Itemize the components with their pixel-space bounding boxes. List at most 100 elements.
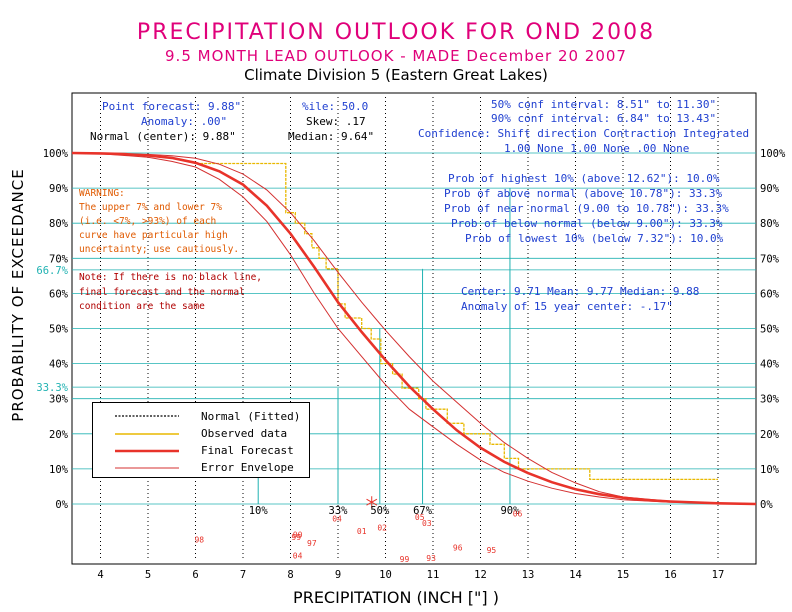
legend-label-forecast: Final Forecast bbox=[201, 444, 294, 457]
warning-line: uncertainty; use cautiously. bbox=[79, 244, 240, 255]
y-tercile-label: 66.7% bbox=[36, 265, 68, 277]
y-tick-label-left: 10% bbox=[49, 464, 69, 476]
x-tick-label: 8 bbox=[287, 569, 293, 581]
y-tick-label-right: 0% bbox=[760, 499, 773, 511]
conf90-text: 90% conf interval: 6.84" to 13.43" bbox=[491, 112, 717, 125]
confidence-values: 1.00 None 1.00 None .00 None bbox=[504, 142, 690, 155]
y-tick-label-left: 60% bbox=[49, 288, 69, 300]
y-tick-label-right: 70% bbox=[760, 253, 780, 265]
percentile-label: 33% bbox=[329, 505, 349, 517]
y-tick-label-left: 50% bbox=[49, 324, 69, 336]
percentile-label: 10% bbox=[249, 505, 269, 517]
median-text: Median: 9.64" bbox=[288, 130, 375, 143]
x-tick-label: 17 bbox=[712, 569, 725, 581]
x-tick-label: 5 bbox=[145, 569, 151, 581]
center-stats-line1: Center: 9.71 Mean: 9.77 Median: 9.88 bbox=[461, 285, 700, 298]
final-forecast-line bbox=[71, 151, 757, 506]
year-label: 97 bbox=[307, 539, 317, 548]
y-tick-label-left: 30% bbox=[49, 394, 69, 406]
x-tick-label: 16 bbox=[664, 569, 677, 581]
x-axis-label: PRECIPITATION (INCH ["] ) bbox=[293, 588, 499, 607]
warning-line: (i.e. <7%, >93%) of each bbox=[79, 216, 217, 227]
year-label: 02 bbox=[377, 523, 387, 532]
x-tick-label: 11 bbox=[427, 569, 440, 581]
x-tick-label: 4 bbox=[97, 569, 103, 581]
prob-below-normal: Prob of below normal (below 9.00"): 33.3… bbox=[451, 217, 723, 230]
normal-center-text: Normal (center): 9.88" bbox=[90, 130, 236, 143]
y-tick-label-left: 40% bbox=[49, 359, 69, 371]
year-label: 98 bbox=[194, 536, 204, 545]
error-envelope-upper bbox=[71, 152, 757, 505]
forecast-point-marker bbox=[366, 496, 378, 509]
y-tick-label-right: 40% bbox=[760, 359, 780, 371]
percentile-label: 50% bbox=[370, 505, 390, 517]
x-tick-label: 14 bbox=[569, 569, 582, 581]
point-forecast-text: Point forecast: 9.88" bbox=[102, 100, 242, 113]
y-tick-label-right: 10% bbox=[760, 464, 780, 476]
forecast-point-stroke bbox=[366, 498, 378, 506]
x-tick-label: 15 bbox=[617, 569, 630, 581]
year-label: 00 bbox=[293, 530, 303, 539]
y-tick-label-right: 100% bbox=[760, 148, 786, 160]
year-label: 01 bbox=[357, 527, 367, 536]
chart-subtitle: 9.5 MONTH LEAD OUTLOOK - MADE December 2… bbox=[165, 47, 627, 65]
note-line: final forecast and the normal bbox=[79, 287, 245, 298]
tick-labels: 66.7% 33.3% 4 5 6 7 8 9 10 11 12 13 14 15 16 17 0% 10% 20%… bbox=[36, 148, 786, 581]
confidence-header: Confidence: Shift direction Contraction … bbox=[418, 127, 750, 140]
year-label: 06 bbox=[513, 510, 523, 519]
grid bbox=[72, 97, 756, 560]
year-label: 99 bbox=[400, 555, 410, 564]
error-envelope-lower bbox=[71, 152, 757, 505]
x-tick-label: 6 bbox=[192, 569, 198, 581]
year-label: 04 bbox=[293, 551, 303, 560]
y-tick-label-right: 60% bbox=[760, 288, 780, 300]
skew-text: Skew: .17 bbox=[306, 115, 366, 128]
legend-label-observed: Observed data bbox=[201, 427, 288, 440]
percentile-text: %ile: 50.0 bbox=[302, 100, 369, 113]
warning-line: WARNING: bbox=[79, 188, 125, 199]
division-title: Climate Division 5 (Eastern Great Lakes) bbox=[244, 66, 548, 84]
warning-line: curve have particular high bbox=[79, 230, 228, 241]
anomaly-text: Anomaly: .00" bbox=[141, 115, 228, 128]
y-tick-label-left: 0% bbox=[55, 499, 68, 511]
year-label: 03 bbox=[422, 519, 432, 528]
prob-near-normal: Prob of near normal (9.00 to 10.78"): 33… bbox=[444, 202, 729, 215]
prob-highest-10: Prob of highest 10% (above 12.62"): 10.0… bbox=[448, 172, 720, 185]
y-tick-label-left: 80% bbox=[49, 218, 69, 230]
note-line: Note: If there is no black line, bbox=[79, 272, 263, 283]
percentile-label: 90% bbox=[500, 505, 520, 517]
y-tick-label-right: 20% bbox=[760, 429, 780, 441]
legend-label-normal: Normal (Fitted) bbox=[201, 410, 301, 423]
year-label: 05 bbox=[415, 513, 425, 522]
x-tick-label: 13 bbox=[522, 569, 535, 581]
y-tick-label-left: 70% bbox=[49, 253, 69, 265]
legend: Normal (Fitted) Observed data Final Fore… bbox=[92, 402, 310, 478]
y-tick-label-right: 90% bbox=[760, 183, 780, 195]
percentile-label: 67% bbox=[413, 505, 433, 517]
year-label: 96 bbox=[453, 543, 463, 552]
prob-above-normal: Prob of above normal (above 10.78"): 33.… bbox=[444, 187, 723, 200]
series-lines bbox=[71, 151, 757, 509]
legend-swatches bbox=[115, 415, 179, 469]
legend-label-envelope: Error Envelope bbox=[201, 461, 294, 474]
y-tick-label-left: 100% bbox=[43, 148, 69, 160]
warning-line: The upper 7% and lower 7% bbox=[79, 202, 222, 213]
x-tick-label: 7 bbox=[240, 569, 246, 581]
observed-data-line bbox=[200, 162, 718, 481]
note-line: condition are the same bbox=[79, 301, 205, 312]
y-tick-label-right: 50% bbox=[760, 324, 780, 336]
y-tick-label-left: 90% bbox=[49, 183, 69, 195]
x-tick-label: 10 bbox=[379, 569, 392, 581]
year-label: 95 bbox=[487, 546, 497, 555]
prob-lowest-10: Prob of lowest 10% (below 7.32"): 10.0% bbox=[465, 232, 724, 245]
year-label: 93 bbox=[426, 554, 436, 563]
y-tick-label-right: 30% bbox=[760, 394, 780, 406]
year-label: 04 bbox=[332, 515, 342, 524]
center-stats-line2: Anomaly of 15 year center: -.17" bbox=[461, 300, 673, 313]
conf50-text: 50% conf interval: 8.51" to 11.30" bbox=[491, 98, 717, 111]
y-tercile-label: 33.3% bbox=[36, 382, 68, 394]
y-tick-label-right: 80% bbox=[760, 218, 780, 230]
